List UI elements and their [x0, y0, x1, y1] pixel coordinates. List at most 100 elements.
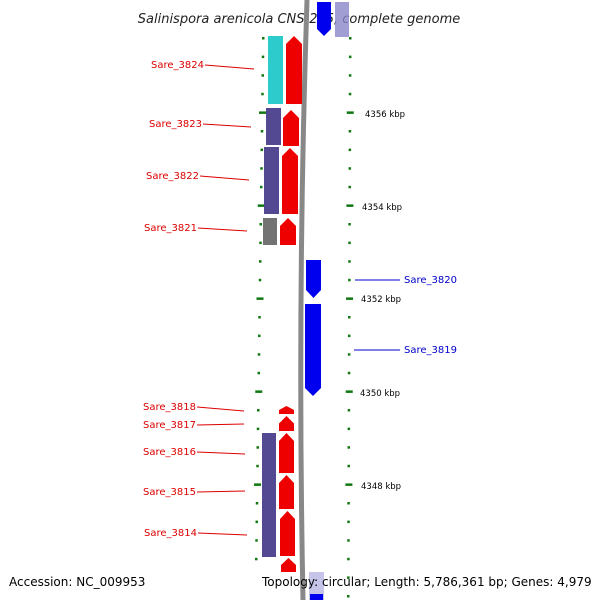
right-tick-minor	[348, 316, 351, 319]
right-tick-minor	[348, 167, 352, 170]
left-tick-minor	[260, 185, 263, 189]
gene-leader-line	[197, 227, 248, 232]
left-tick-minor	[255, 539, 258, 542]
gene-label-left: Sare_3816	[143, 447, 196, 458]
gene-leader-line	[202, 123, 252, 128]
backbone	[298, 0, 310, 600]
left-tick-minor	[260, 148, 264, 152]
cds-block	[263, 218, 277, 245]
right-tick-minor	[348, 278, 351, 282]
right-tick-minor	[348, 223, 351, 226]
tick-dots	[254, 37, 354, 598]
map-title: Salinispora arenicola CNS-205, complete …	[138, 12, 460, 27]
right-tick-minor	[347, 502, 350, 505]
right-tick-minor	[347, 353, 351, 356]
left-tick-minor	[255, 502, 259, 505]
gene-leader-line	[199, 175, 250, 181]
left-tick-minor	[258, 334, 261, 338]
right-tick-minor	[348, 148, 352, 152]
forward-gene-arrow	[279, 433, 294, 473]
left-tick-minor	[261, 92, 264, 96]
accession-text: Accession: NC_009953	[9, 575, 145, 589]
left-tick-minor	[259, 241, 262, 245]
partial-reverse-gene	[317, 2, 331, 36]
left-tick-major	[257, 204, 265, 207]
gene-labels: Sare_3824 Sare_3823 Sare_3822 Sare_3821 Sare…	[143, 60, 457, 539]
right-tick-minor	[347, 334, 351, 338]
left-tick-major	[254, 483, 262, 486]
forward-gene-arrow	[280, 511, 295, 556]
gene-label-left: Sare_3817	[143, 420, 196, 431]
gene-label-left: Sare_3823	[149, 119, 202, 130]
forward-gene-arrow	[280, 218, 296, 245]
right-tick-major	[345, 390, 353, 393]
partial-bottom-genes	[309, 572, 324, 600]
cds-block	[268, 36, 283, 104]
cds-block	[262, 433, 276, 557]
kbp-label: 4354 kbp	[362, 203, 402, 213]
left-tick-minor	[260, 130, 264, 133]
right-tick-minor	[347, 464, 350, 468]
left-tick-major	[255, 390, 263, 393]
left-tick-minor	[256, 464, 259, 468]
right-tick-minor	[348, 185, 351, 189]
right-tick-minor	[348, 74, 352, 77]
reverse-gene-arrow	[306, 260, 321, 298]
partial-reverse-gene-bottom	[310, 594, 323, 600]
left-tick-minor	[255, 520, 259, 524]
left-tick-minor	[261, 74, 265, 77]
kbp-label: 4348 kbp	[361, 482, 401, 492]
right-tick-minor	[347, 595, 350, 598]
partial-top-genes	[317, 2, 349, 37]
right-tick-minor	[348, 130, 352, 133]
right-tick-minor	[347, 539, 350, 542]
right-tick-major	[346, 297, 354, 300]
cds-block	[266, 108, 281, 145]
gene-label-left: Sare_3821	[144, 223, 197, 234]
gene-label-left: Sare_3824	[151, 60, 204, 71]
gene-label-right: Sare_3820	[404, 275, 457, 286]
partial-cds-block	[335, 2, 349, 37]
left-tick-minor	[256, 446, 260, 449]
cds-block	[264, 147, 279, 214]
right-tick-minor	[347, 371, 351, 375]
kbp-label: 4356 kbp	[365, 110, 405, 120]
right-tick-minor	[347, 557, 350, 561]
gene-leader-line	[196, 451, 246, 455]
forward-gene-arrow	[279, 416, 294, 431]
left-tick-major	[256, 297, 264, 300]
right-tick-minor	[348, 241, 351, 245]
forward-gene-arrow	[281, 558, 296, 572]
gene-label-left: Sare_3818	[143, 402, 196, 413]
gene-leader-line	[196, 406, 245, 412]
left-tick-minor	[260, 167, 263, 170]
kbp-label: 4350 kbp	[360, 389, 400, 399]
forward-gene-arrow	[283, 110, 299, 146]
gene-leader-line	[196, 490, 246, 493]
right-tick-major	[345, 483, 353, 486]
right-tick-minor	[347, 576, 350, 579]
left-tick-minor	[261, 55, 265, 59]
left-tick-minor	[257, 371, 261, 375]
left-tick-minor	[259, 260, 262, 263]
forward-gene-arrow	[279, 406, 294, 414]
left-tick-minor	[257, 409, 260, 412]
right-tick-minor	[347, 446, 351, 449]
left-tick-minor	[259, 223, 263, 226]
left-tick-minor	[257, 353, 261, 356]
backbone-line	[298, 0, 310, 600]
gene-label-left: Sare_3814	[144, 528, 197, 539]
partial-cds-block-bottom	[309, 572, 324, 600]
kbp-label: 4352 kbp	[361, 295, 401, 305]
right-tick-major	[346, 204, 354, 207]
left-tick-minor	[256, 427, 260, 431]
gene-leader-line	[204, 64, 255, 70]
left-tick-minor	[258, 278, 262, 282]
summary-text: Topology: circular; Length: 5,786,361 bp…	[261, 575, 592, 589]
forward-gene-arrow	[279, 475, 294, 509]
gene-label-left: Sare_3815	[143, 487, 196, 498]
right-tick-minor	[348, 260, 351, 263]
right-tick-major	[346, 111, 354, 114]
left-tick-minor	[262, 37, 265, 40]
